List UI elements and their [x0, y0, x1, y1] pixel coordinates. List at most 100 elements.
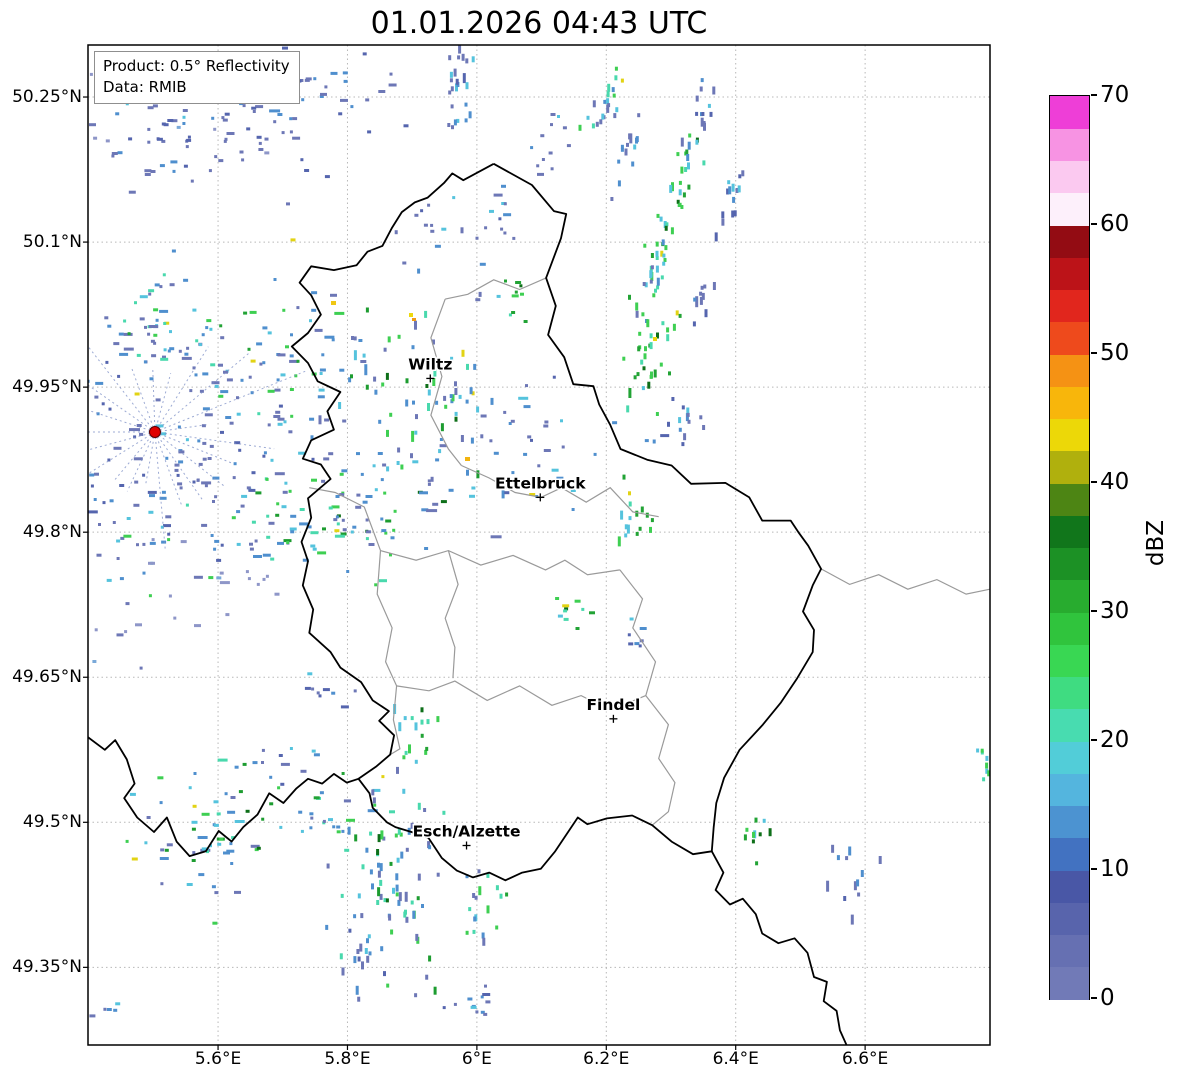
echo-cell [178, 460, 184, 464]
echo-cell [167, 119, 174, 122]
echo-cell [484, 226, 488, 230]
echo-cell [620, 147, 624, 152]
echo-cell [703, 284, 707, 289]
echo-cell [304, 169, 310, 172]
city-markers: Wiltz Ettelbruck Findel Esch/Alzette [407, 354, 642, 850]
echo-cell [269, 109, 281, 113]
echo-cell [380, 946, 384, 952]
echo-cell [372, 797, 376, 804]
colorbar-segment [1050, 708, 1089, 742]
echo-cell [103, 1007, 107, 1011]
echo-cell [388, 83, 397, 87]
echo-cell [248, 488, 256, 492]
echo-cell [318, 388, 325, 392]
echo-cell [159, 857, 169, 860]
echo-cell [335, 515, 339, 519]
echo-cell [745, 827, 749, 832]
echo-cell [562, 126, 567, 130]
echo-cell [257, 412, 261, 416]
echo-cell [165, 456, 169, 460]
echo-cell [204, 413, 213, 417]
echo-cell [135, 623, 142, 627]
echo-cell [368, 951, 372, 956]
echo-cell [311, 749, 316, 753]
echo-cell [94, 395, 99, 399]
echo-cell [148, 289, 155, 293]
echo-cell [111, 154, 115, 158]
echo-cell [607, 83, 611, 92]
echo-cell [383, 347, 387, 352]
echo-cell [397, 334, 401, 339]
echo-cell [448, 55, 452, 61]
district-borders [309, 277, 990, 826]
echo-cell [836, 855, 840, 861]
echo-cell [493, 193, 503, 197]
echo-cell [128, 190, 136, 194]
echo-cell [457, 55, 461, 60]
echo-cell [112, 521, 116, 524]
echo-cell [53, 206, 56, 209]
echo-cell [976, 748, 980, 753]
echo-cell [263, 451, 267, 455]
echo-cell [212, 500, 215, 503]
echo-cell [210, 363, 216, 367]
echo-cell [396, 857, 400, 863]
echo-cell [695, 95, 699, 102]
echo-cell [353, 336, 357, 341]
echo-cell [383, 971, 386, 977]
echo-cell [731, 210, 735, 218]
echo-cell [319, 368, 326, 372]
echo-cell [217, 842, 222, 846]
echo-cell [668, 371, 671, 376]
echo-cell [254, 539, 258, 543]
echo-cell [699, 86, 703, 92]
echo-cell [147, 140, 151, 144]
echo-cell [427, 403, 430, 411]
echo-cell [220, 430, 224, 434]
echo-cell [480, 414, 487, 418]
echo-cell [169, 347, 175, 351]
echo-cell [612, 93, 616, 98]
colorbar-segment [1050, 966, 1089, 1000]
echo-cell [414, 993, 418, 998]
echo-cell [105, 139, 110, 143]
echo-cell [589, 611, 595, 615]
echo-cell [262, 326, 268, 330]
echo-cell [540, 134, 545, 138]
echo-cell [115, 1002, 121, 1006]
echo-cell [356, 493, 361, 497]
echo-cell [628, 491, 631, 496]
echo-cell [678, 417, 682, 424]
echo-cell [504, 491, 510, 495]
colorbar-segment [1050, 354, 1089, 387]
echo-cell [464, 118, 468, 123]
echo-cell [173, 616, 177, 620]
echo-cell [423, 223, 428, 227]
echo-cell [700, 117, 704, 127]
echo-cell [548, 151, 553, 155]
echo-cell [380, 517, 384, 521]
echo-cell [464, 102, 468, 107]
echo-cell [70, 580, 73, 583]
echo-cell [152, 104, 158, 108]
echo-cell [614, 75, 618, 81]
echo-cell [354, 834, 358, 842]
echo-cell [639, 627, 647, 630]
echo-cell [381, 775, 385, 779]
echo-cell [163, 123, 169, 127]
echo-cell [133, 503, 140, 507]
echo-cell [178, 349, 182, 353]
echo-cell [424, 310, 428, 318]
echo-cell [328, 818, 333, 822]
echo-cell [662, 253, 666, 258]
echo-cell [466, 363, 469, 370]
echo-cell [645, 512, 649, 518]
echo-cell [163, 322, 167, 325]
echo-cell [197, 439, 201, 443]
echo-cell [201, 847, 209, 851]
echo-cell [251, 520, 256, 524]
echo-cell [400, 851, 404, 859]
echo-cell [523, 452, 528, 456]
echo-cell [148, 510, 154, 514]
echo-cell [225, 416, 232, 419]
